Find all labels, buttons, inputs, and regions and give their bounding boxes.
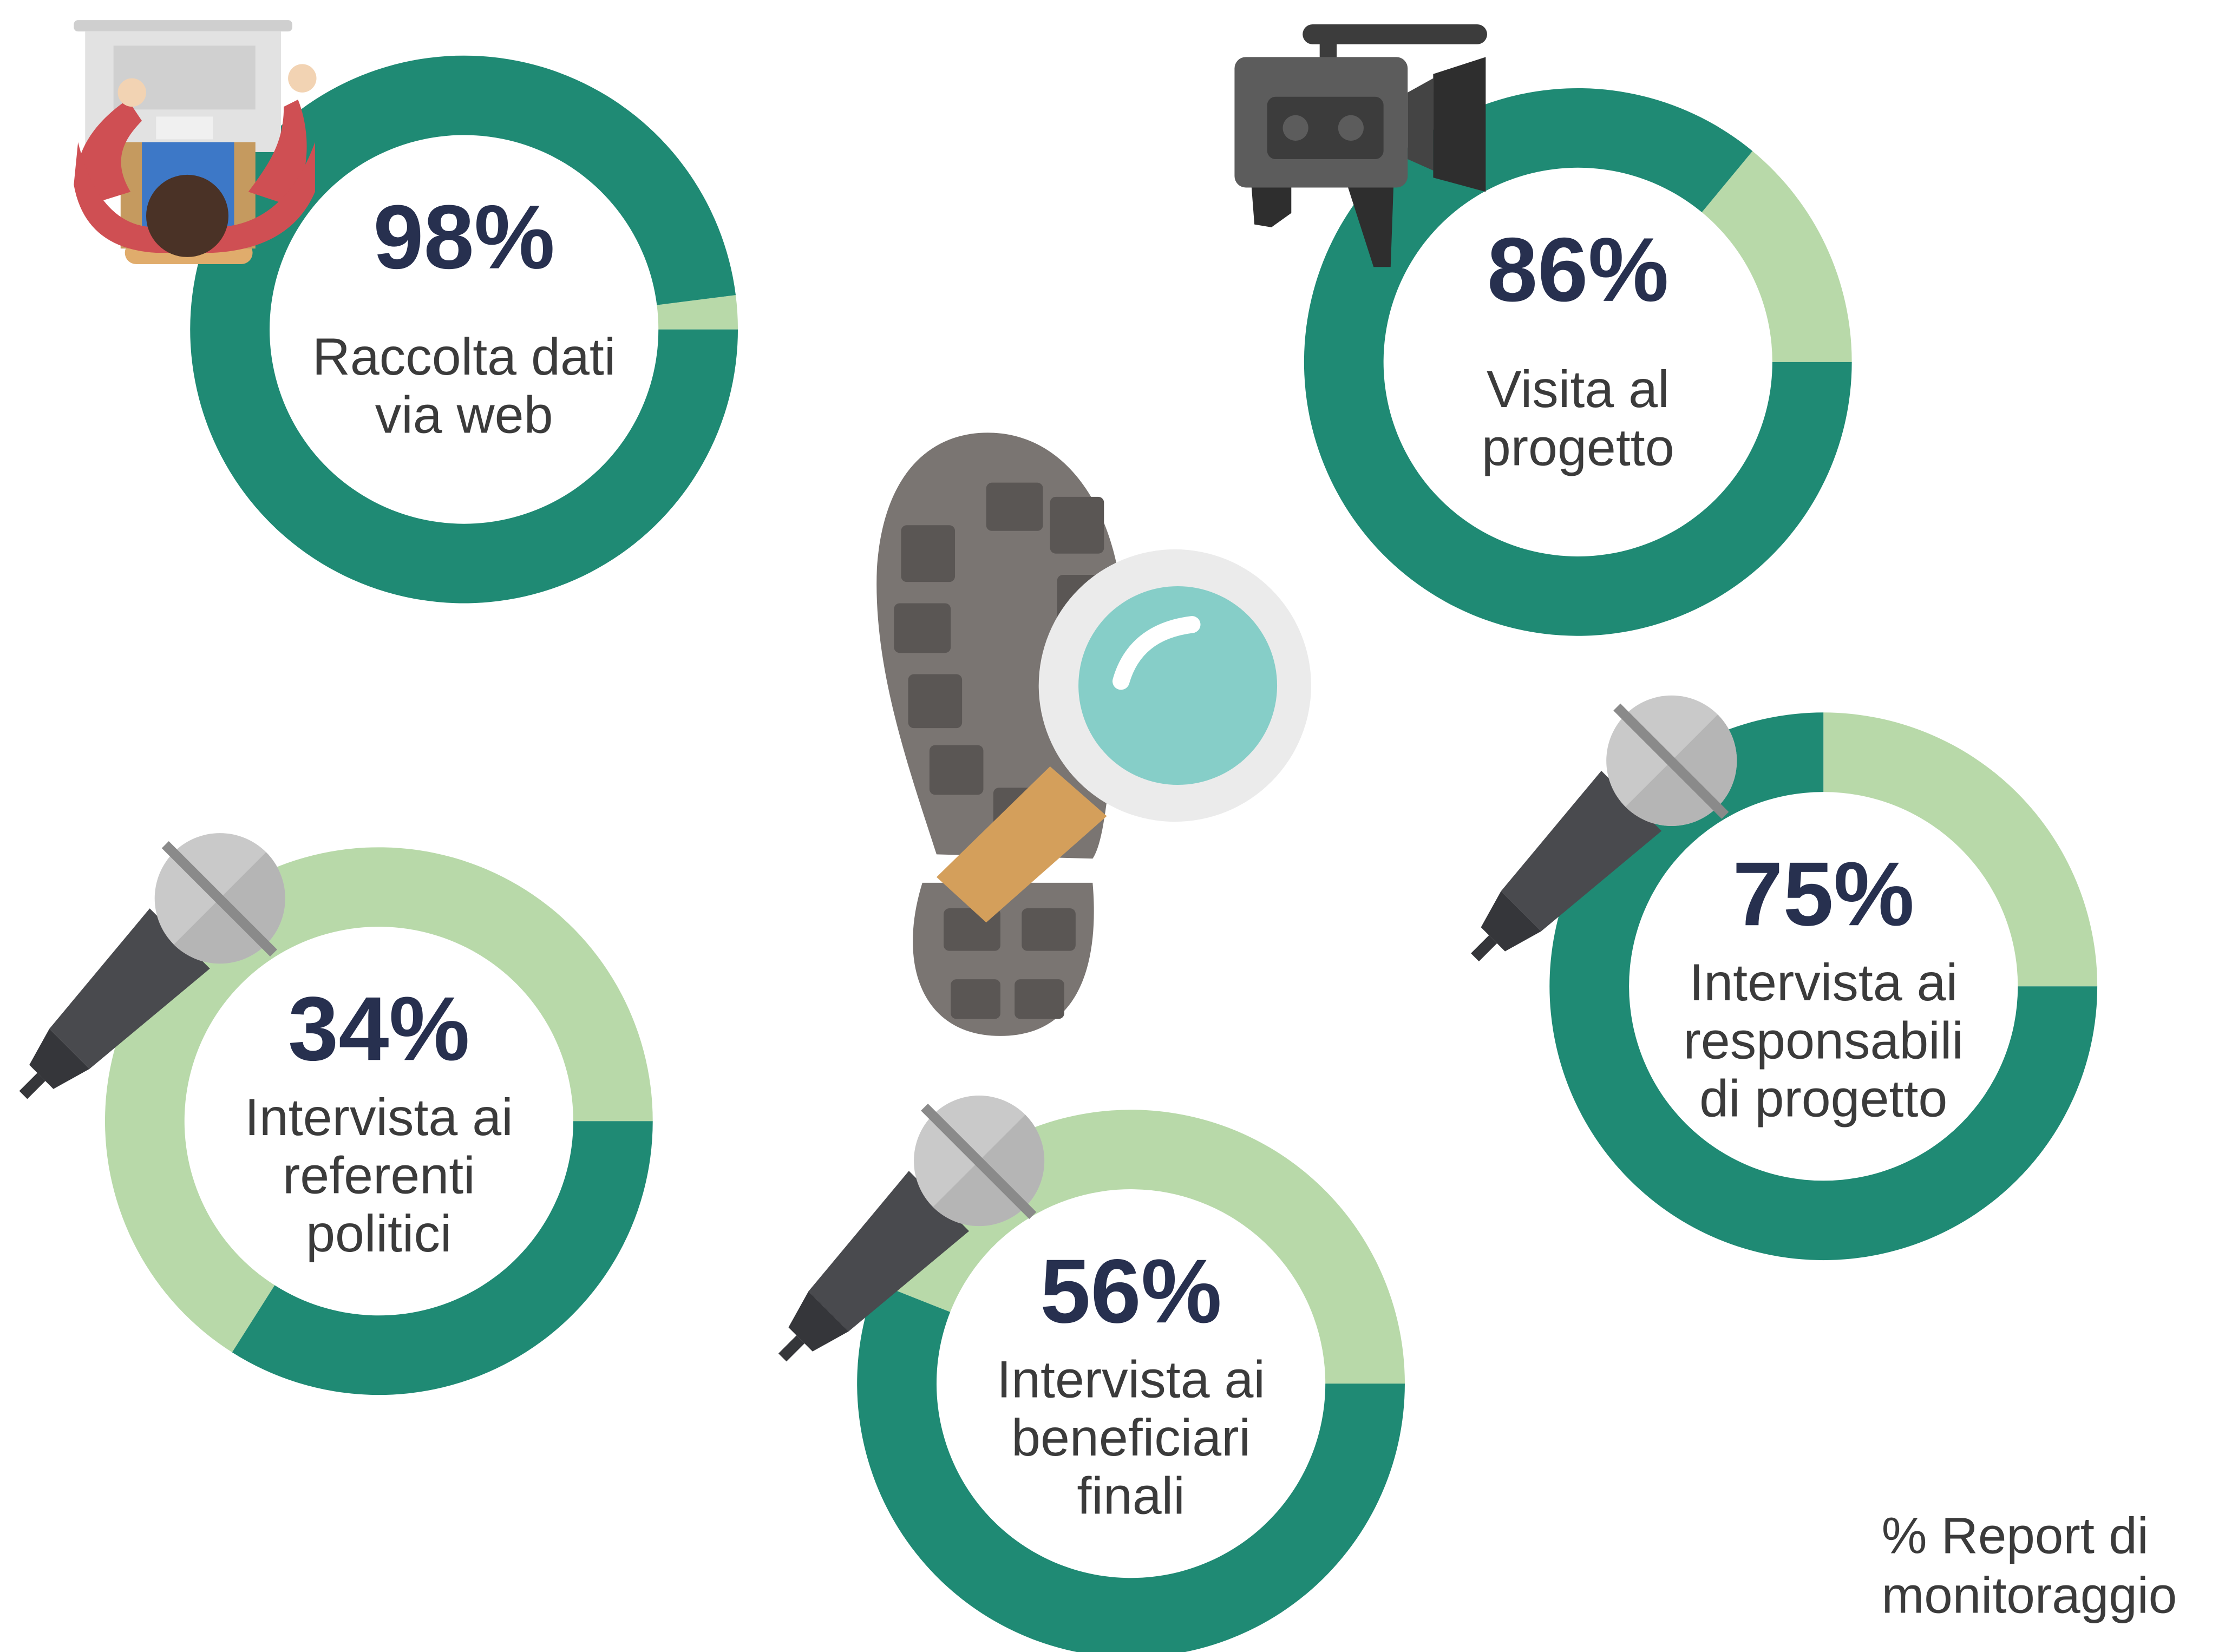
percent-label: 75% [1732,843,1914,945]
donut-rest [104,847,653,1353]
donut-label: Intervista ai [1689,953,1958,1012]
percent-label: 98% [373,186,555,288]
donut-label: Raccolta dati [312,327,616,386]
donut-label: progetto [1482,418,1674,477]
donut-label: Intervista ai [997,1350,1265,1409]
donut-rest [1702,151,1852,362]
camera-icon [1234,24,1487,267]
donut-label: responsabili [1683,1011,1963,1070]
donut-label: Intervista ai [245,1087,513,1146]
donut-label: politici [306,1204,451,1263]
percent-label: 56% [1040,1240,1222,1342]
footnote: % Report di [1882,1507,2149,1564]
donut-label: di progetto [1699,1069,1947,1128]
donut-label: beneficiari [1011,1408,1251,1467]
footprint-magnifier-icon [876,432,1311,1036]
donut-label: referenti [283,1145,475,1204]
percent-label: 34% [288,978,470,1079]
donut-rest [657,295,738,330]
donut-label: finali [1077,1466,1185,1525]
donut-label: via web [375,385,553,444]
laptop-user-icon [74,20,317,265]
donut-rest [1823,712,2098,987]
percent-label: 86% [1487,219,1669,320]
donut-segment [857,1282,1405,1652]
donut-label: Visita al [1487,359,1670,418]
donut-segment [232,1121,653,1395]
footnote: monitoraggio [1882,1566,2177,1623]
